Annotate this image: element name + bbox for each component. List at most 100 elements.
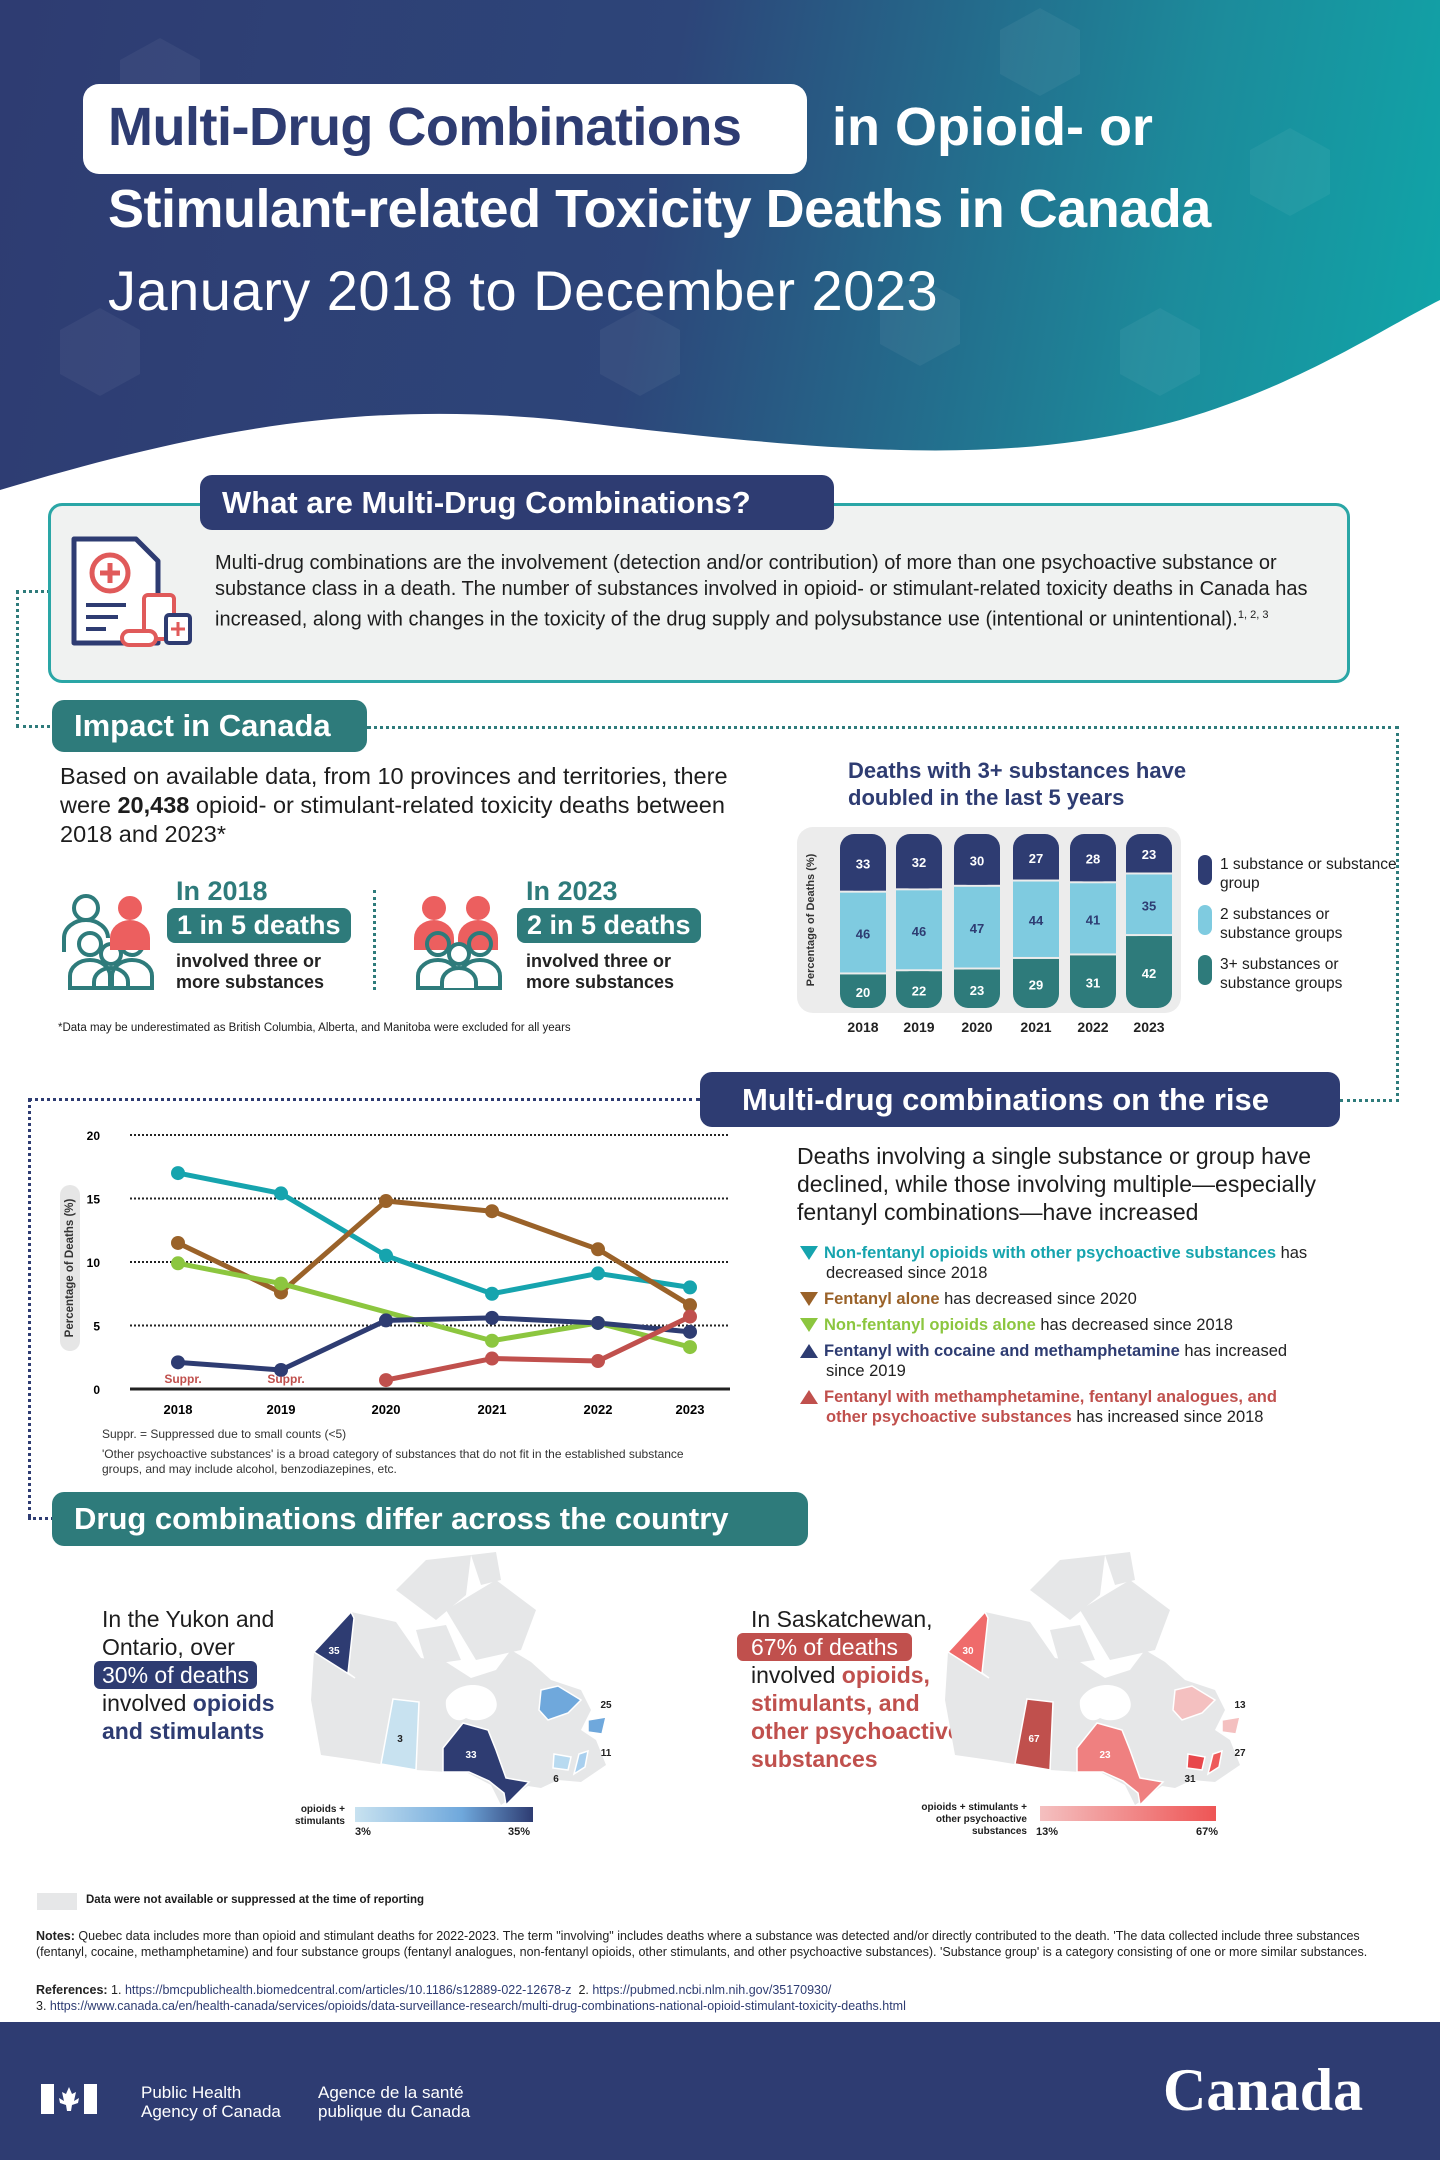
data-point — [485, 1333, 499, 1348]
left-map-text: In the Yukon and Ontario, over 30% of de… — [94, 1605, 302, 1745]
x-tick-label: 2018 — [164, 1402, 193, 1417]
bar-value-label: 29 — [1029, 977, 1043, 992]
province-nl — [1172, 1685, 1241, 1735]
data-point — [485, 1204, 499, 1219]
na-swatch — [37, 1893, 77, 1910]
bar-segment-fill — [840, 974, 886, 994]
bar-segment — [1126, 874, 1172, 935]
title-highlight-box — [83, 84, 807, 174]
province-ns — [1206, 1749, 1223, 1776]
left-legend-label: opioids + stimulants — [294, 1804, 345, 1827]
province-on — [442, 1722, 531, 1807]
bar-value-label: 46 — [912, 924, 926, 939]
bar-segment — [1013, 881, 1059, 957]
x-tick-label: 2020 — [372, 1402, 401, 1417]
bar-value-label: 32 — [912, 855, 926, 870]
agency-fr-line2: publique du Canada — [318, 2102, 471, 2121]
bar-value-label: 33 — [856, 856, 870, 871]
references-label: References: — [36, 1983, 108, 1997]
medical-document-icon — [71, 536, 192, 647]
bar-segment-fill — [1013, 848, 1059, 880]
left-map-intro: In the Yukon and Ontario, over — [102, 1606, 275, 1660]
data-point — [683, 1324, 697, 1339]
data-point — [683, 1340, 697, 1355]
section-heading-maps: Drug combinations differ across the coun… — [52, 1492, 808, 1546]
bar-value-label: 22 — [912, 984, 926, 999]
canada-wordmark: Canada — [1163, 2057, 1364, 2123]
x-tick-label: 2021 — [478, 1402, 507, 1417]
x-tick-label: 2019 — [267, 1402, 296, 1417]
y-tick-label: 15 — [87, 1193, 101, 1207]
province-value-label: 30 — [962, 1646, 974, 1657]
connector-line — [367, 726, 1399, 1102]
data-point — [591, 1242, 605, 1257]
legend-trend: has decreased since 2020 — [939, 1290, 1137, 1308]
data-point — [591, 1315, 605, 1330]
triangle-down-icon — [800, 1246, 818, 1260]
left-legend-gradient — [355, 1807, 533, 1822]
bar-segment-fill — [896, 971, 942, 994]
section-heading-rise: Multi-drug combinations on the rise — [700, 1072, 1340, 1127]
legend-series: Fentanyl with cocaine and methamphetamin… — [824, 1342, 1180, 1360]
y-tick-label: 10 — [87, 1256, 101, 1270]
province-nb — [1186, 1753, 1206, 1771]
arctic-island — [446, 1580, 536, 1660]
reference-link-2[interactable]: https://pubmed.ncbi.nlm.nih.gov/35170930… — [592, 1983, 832, 1997]
bar-value-label: 30 — [970, 853, 984, 868]
rise-description: Deaths involving a single substance or g… — [797, 1143, 1317, 1225]
bar-value-label: 23 — [970, 983, 984, 998]
ratio-2023-badge: 2 in 5 deaths — [517, 908, 701, 943]
legend-trend: has increased since 2019 — [826, 1342, 1288, 1380]
data-point — [171, 1256, 185, 1271]
y-tick-label: 5 — [93, 1320, 100, 1334]
year-2018-label: In 2018 — [176, 876, 268, 906]
bar-chart-legend: 1 substance or substance group 2 substanc… — [1198, 855, 1398, 1005]
desc-2018: involved three or more substances — [176, 951, 325, 992]
province-value-label: 11 — [601, 1748, 612, 1759]
bar-segment-fill — [1070, 955, 1116, 994]
right-legend-min: 13% — [1036, 1826, 1059, 1838]
arctic-island — [396, 1555, 471, 1620]
suppressed-label: Suppr. — [267, 1372, 304, 1386]
province-ns — [572, 1749, 589, 1776]
bar-year-label: 2021 — [1020, 1019, 1051, 1035]
bar-segment-fill — [1013, 958, 1059, 994]
province-value-label: 25 — [600, 1700, 612, 1711]
reference-link-3[interactable]: https://www.canada.ca/en/health-canada/s… — [49, 1999, 906, 2013]
header-banner — [0, 0, 1440, 500]
suppressed-note: Suppr. = Suppressed due to small counts … — [102, 1427, 347, 1441]
right-map-pill: 67% of deaths — [737, 1633, 913, 1661]
data-point — [683, 1280, 697, 1295]
other-substances-note: 'Other psychoactive substances' is a bro… — [102, 1447, 684, 1476]
bar-segment-fill — [1126, 848, 1172, 873]
bar-segment-fill — [954, 848, 1000, 885]
bar-year-label: 2019 — [903, 1019, 934, 1035]
province-value-label: 3 — [397, 1734, 403, 1745]
legend-swatch — [1198, 855, 1212, 885]
province-sk — [1014, 1698, 1054, 1771]
hudson-bay — [1079, 1685, 1131, 1721]
bar-segment — [954, 886, 1000, 968]
agency-en-line2: Agency of Canada — [141, 2102, 281, 2121]
legend-swatch — [1198, 955, 1212, 985]
right-map-intro: In Saskatchewan, — [751, 1606, 933, 1632]
legend-label: 1 substance or substance group — [1220, 856, 1397, 892]
triangle-up-icon — [800, 1390, 818, 1404]
bar-value-label: 44 — [1029, 913, 1044, 928]
ratio-2018-badge: 1 in 5 deaths — [167, 908, 351, 943]
legend-trend: has increased since 2018 — [1071, 1408, 1264, 1426]
bar-segment-fill — [840, 848, 886, 891]
page-subtitle: January 2018 to December 2023 — [108, 259, 939, 322]
data-point — [485, 1286, 499, 1301]
data-point — [274, 1186, 288, 1201]
definition-text: Multi-drug combinations are the involvem… — [215, 550, 1325, 633]
desc-2023: involved three or more substances — [526, 951, 675, 992]
triangle-down-icon — [800, 1318, 818, 1332]
canada-flag-icon — [41, 2084, 97, 2114]
footer — [0, 2022, 1440, 2160]
section-heading-impact: Impact in Canada — [52, 700, 367, 752]
legend-item: 1 substance or substance group — [1198, 855, 1398, 893]
reference-link-1[interactable]: https://bmcpublichealth.biomedcentral.co… — [124, 1983, 572, 1997]
divider — [373, 890, 376, 990]
